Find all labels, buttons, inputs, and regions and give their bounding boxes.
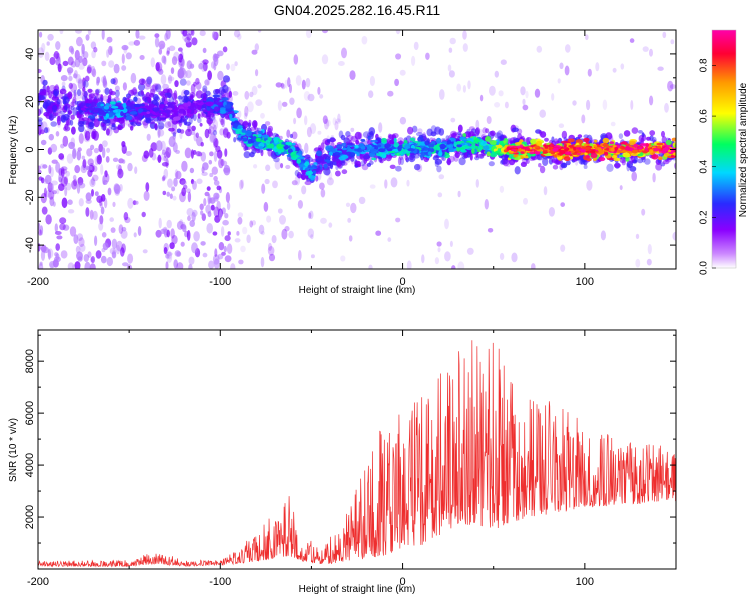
snr-xtick-label: 100 xyxy=(576,576,594,588)
colorbar-tick-label: 0.0 xyxy=(699,261,710,275)
spectrogram-ylabel: Frequency (Hz) xyxy=(8,116,19,185)
snr-frame xyxy=(37,329,677,570)
colorbar-tick-label: 0.2 xyxy=(699,210,710,224)
spectrogram-heatmap xyxy=(38,30,676,269)
colorbar: 0.0 0.2 0.4 0.6 0.8 Normalized spectral ampl… xyxy=(699,29,749,275)
snr-ytick-label: 2000 xyxy=(24,505,36,529)
chart-title: GN04.2025.282.16.45.R11 xyxy=(274,2,441,18)
snr-xtick-label: -100 xyxy=(209,576,231,588)
colorbar-gradient xyxy=(712,30,736,268)
snr-ytick-label: 4000 xyxy=(24,453,36,477)
snr-xlabel: Height of straight line (km) xyxy=(299,584,416,595)
spectrogram-ytick-label: 20 xyxy=(24,96,36,108)
spectrogram-ytick-label: -40 xyxy=(24,237,36,253)
snr-series-line xyxy=(38,340,676,568)
colorbar-ticks: 0.0 0.2 0.4 0.6 0.8 xyxy=(699,58,716,275)
snr-ytick-label: 8000 xyxy=(24,349,36,373)
colorbar-tick-label: 0.8 xyxy=(699,58,710,72)
snr-plot-area xyxy=(38,330,676,569)
spectrogram-ytick-label: 40 xyxy=(24,48,36,60)
snr-ytick-label: 6000 xyxy=(24,401,36,425)
colorbar-label: Normalized spectral amplitude xyxy=(738,82,749,217)
colorbar-tick-label: 0.6 xyxy=(699,109,710,123)
snr-ylabel: SNR (10 * v/v) xyxy=(8,418,19,482)
spectrogram-xtick-label: -100 xyxy=(209,276,231,288)
colorbar-frame xyxy=(711,29,737,269)
spectrogram-xtick-label: 100 xyxy=(576,276,594,288)
colorbar-tick-label: 0.4 xyxy=(699,159,710,173)
spectrogram-xlabel: Height of straight line (km) xyxy=(299,285,416,296)
spectrogram-xtick-label: -200 xyxy=(27,276,49,288)
spectrogram-ytick-label: -20 xyxy=(24,189,36,205)
snr-xtick-label: 0 xyxy=(400,576,406,588)
snr-xtick-label: -200 xyxy=(27,576,49,588)
snr-axes: -200 -100 0 100 2000 4000 6000 8000 xyxy=(24,330,677,588)
snr-panel: -200 -100 0 100 2000 4000 6000 8000 Height of s… xyxy=(8,329,677,595)
spectrogram-xtick-label: 0 xyxy=(400,276,406,288)
spectrogram-ytick-label: 0 xyxy=(24,146,36,152)
